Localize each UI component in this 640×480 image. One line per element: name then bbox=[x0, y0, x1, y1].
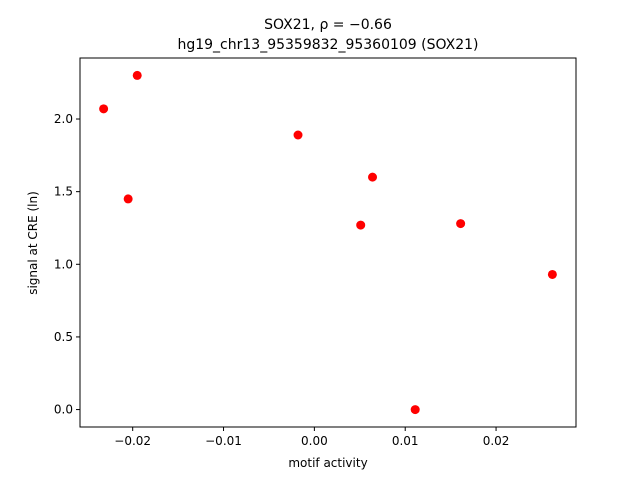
x-tick-label: 0.00 bbox=[301, 434, 328, 448]
plot-area-frame bbox=[79, 57, 577, 428]
x-tick-label: 0.01 bbox=[392, 434, 419, 448]
x-tick-label: 0.02 bbox=[483, 434, 510, 448]
data-point-8 bbox=[410, 405, 420, 415]
y-axis-ticks: 0.0 0.5 1.0 1.5 2.0 bbox=[54, 112, 80, 417]
y-tick-label: 1.5 bbox=[54, 185, 73, 199]
y-tick-label: 0.0 bbox=[54, 403, 73, 417]
data-point-1 bbox=[132, 70, 142, 80]
x-tick-label: −0.02 bbox=[114, 434, 151, 448]
data-point-6 bbox=[456, 219, 466, 229]
data-point-7 bbox=[547, 269, 557, 279]
x-axis-label: motif activity bbox=[288, 456, 367, 470]
y-tick-label: 0.5 bbox=[54, 330, 73, 344]
x-tick-label: −0.01 bbox=[205, 434, 242, 448]
data-points bbox=[99, 70, 557, 415]
data-point-4 bbox=[368, 172, 378, 182]
data-point-0 bbox=[99, 104, 109, 114]
y-tick-label: 1.0 bbox=[54, 257, 73, 271]
chart-title-line1: SOX21, ρ = −0.66 bbox=[264, 17, 392, 33]
x-axis-ticks: −0.02 −0.01 0.00 0.01 0.02 bbox=[114, 427, 509, 448]
data-point-5 bbox=[356, 220, 366, 230]
data-point-3 bbox=[293, 130, 303, 140]
chart-title-line2: hg19_chr13_95359832_95360109 (SOX21) bbox=[177, 37, 478, 53]
y-tick-label: 2.0 bbox=[54, 112, 73, 126]
y-axis-label: signal at CRE (ln) bbox=[26, 191, 40, 295]
data-point-2 bbox=[123, 194, 133, 204]
